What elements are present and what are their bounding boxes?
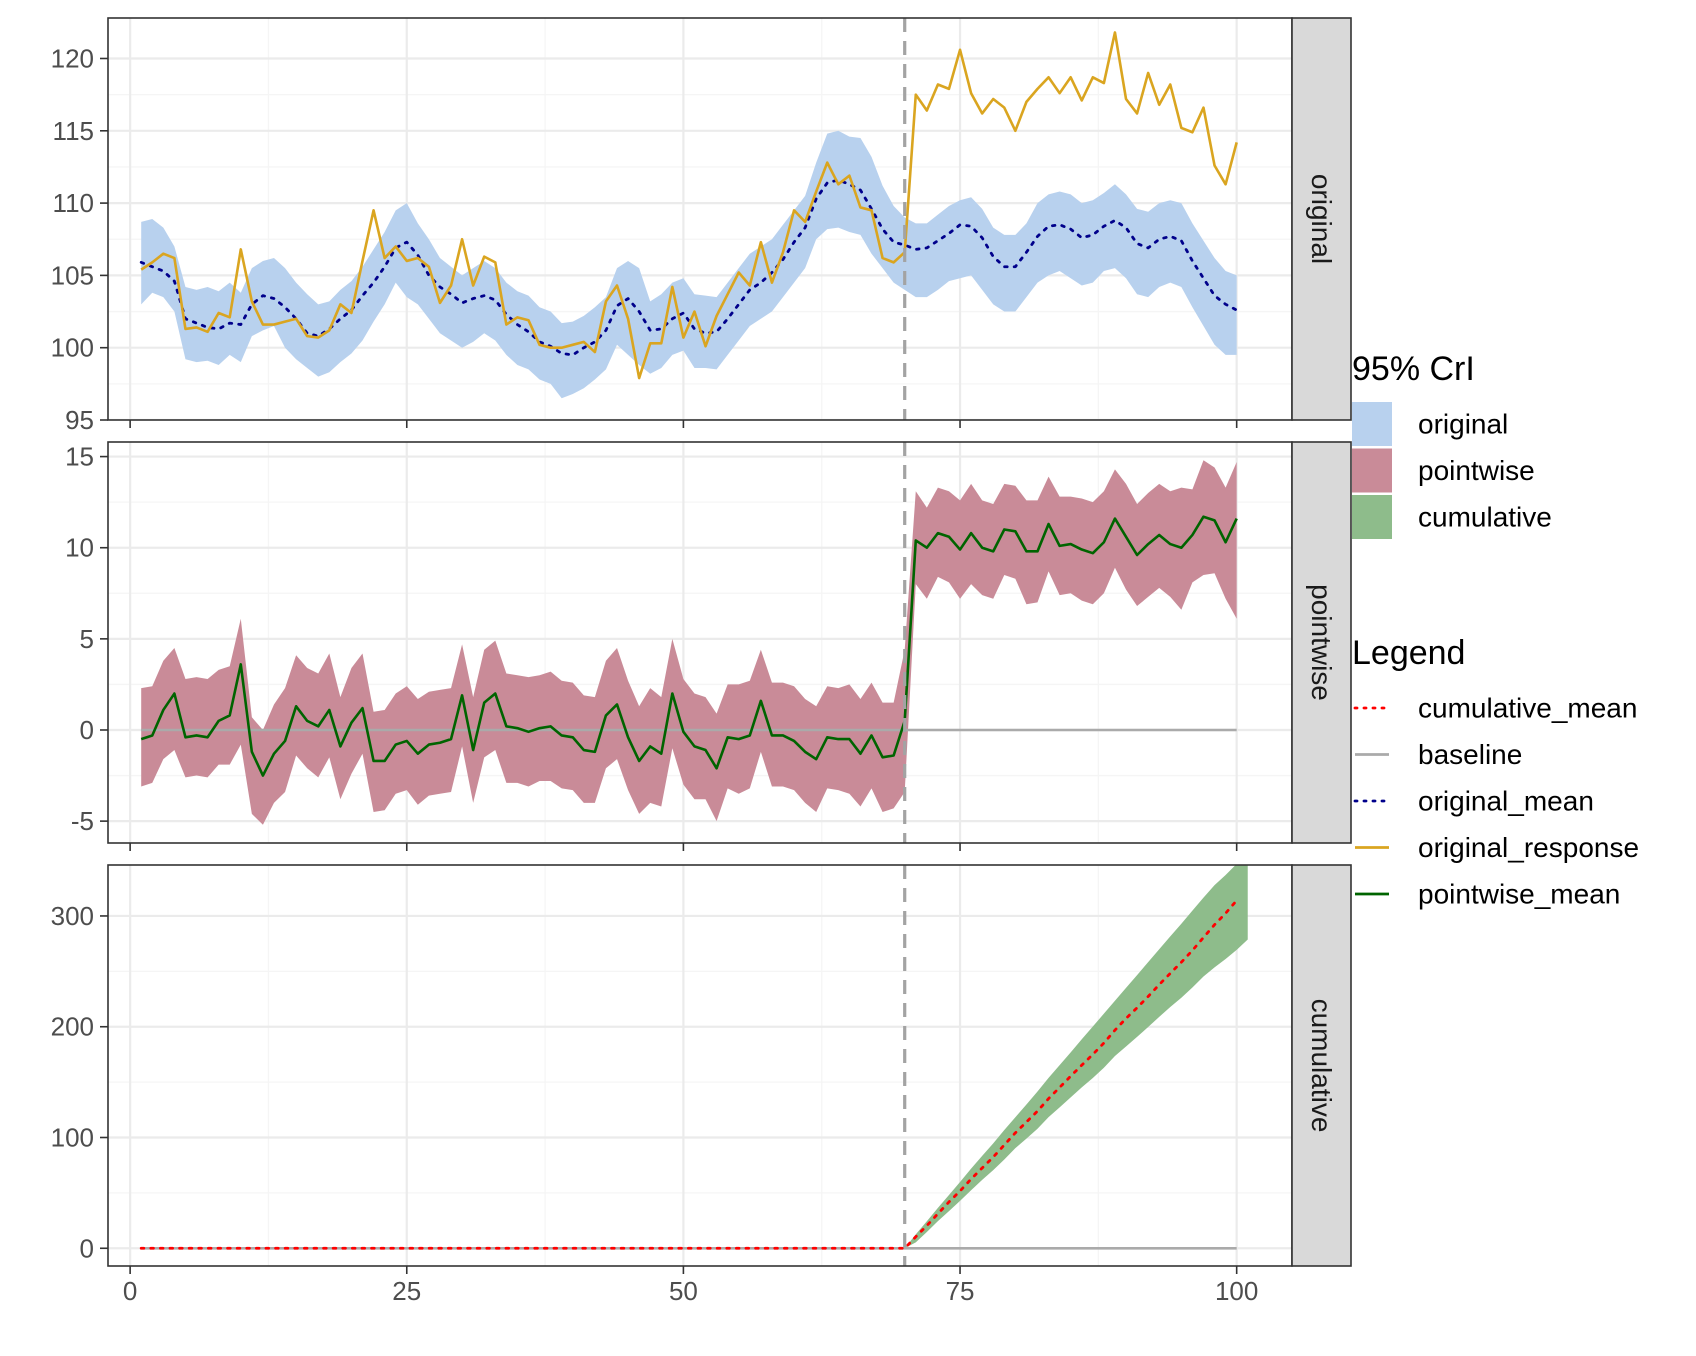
legend-title: 95% CrI — [1352, 350, 1475, 388]
legend-item-pointwise_mean: pointwise_mean — [1355, 879, 1620, 910]
panel-plot-area — [139, 31, 1239, 399]
legend-item-label: baseline — [1418, 739, 1522, 770]
x-tick-label: 25 — [392, 1276, 421, 1306]
legend-item-label: pointwise — [1418, 455, 1535, 486]
legend-item-label: original_response — [1418, 832, 1639, 863]
panel-background — [108, 865, 1292, 1266]
legend-title: Legend — [1352, 634, 1465, 672]
panel-cumulative: cumulative 0 100 200 300 — [51, 864, 1352, 1274]
series-line-original_response — [140, 31, 1238, 380]
y-tick-label: 120 — [51, 43, 94, 73]
x-tick-label: 100 — [1215, 1276, 1258, 1306]
legend-item-original: original — [1352, 402, 1508, 446]
legend-item-original_response: original_response — [1355, 832, 1639, 863]
panel-pointwise: pointwise -5 0 5 10 15 — [65, 441, 1352, 851]
y-tick-label: 0 — [80, 1233, 94, 1263]
legend-item-baseline: baseline — [1355, 739, 1522, 770]
legend-item-pointwise: pointwise — [1352, 448, 1535, 493]
legend-key-swatch — [1352, 495, 1392, 539]
credible-interval-band-pointwise — [141, 460, 1237, 825]
y-tick-label: 115 — [53, 116, 94, 146]
legend-key-swatch — [1352, 402, 1392, 446]
legend-item-label: original — [1418, 409, 1508, 440]
credible-interval-band-cumulative — [904, 865, 1248, 1249]
legend-lines: Legend cumulative_mean baseline original_me… — [1352, 634, 1639, 910]
legend-item-original_mean: original_mean — [1353, 786, 1594, 817]
y-tick-label: 5 — [80, 624, 94, 654]
y-tick-label: 200 — [51, 1012, 94, 1042]
credible-interval-band-original — [141, 130, 1237, 399]
series-line-pointwise_mean — [140, 515, 1238, 777]
facet-strip-label: original — [1306, 174, 1337, 264]
y-tick-label: 15 — [65, 442, 94, 472]
legend-item-cumulative_mean: cumulative_mean — [1353, 693, 1637, 724]
x-tick-label: 50 — [669, 1276, 698, 1306]
y-tick-label: 0 — [80, 715, 94, 745]
y-tick-label: 10 — [65, 533, 94, 563]
x-tick-label: 75 — [946, 1276, 975, 1306]
y-tick-label: 100 — [51, 1123, 94, 1153]
y-tick-label: 105 — [51, 260, 94, 290]
y-tick-label: -5 — [71, 806, 94, 836]
x-tick-label: 0 — [123, 1276, 137, 1306]
panel-original: original 95 100 105 110 115 120 — [51, 17, 1352, 435]
y-tick-label: 110 — [53, 188, 94, 218]
legend-item-label: cumulative_mean — [1418, 693, 1637, 724]
facet-strip-label: pointwise — [1306, 584, 1337, 701]
facet-strip — [1291, 441, 1352, 844]
panel-plot-area — [140, 460, 1238, 825]
facet-strip — [1291, 17, 1352, 421]
legend-credible-interval: 95% CrI original pointwise cumulative — [1352, 350, 1552, 539]
facet-strip-label: cumulative — [1306, 999, 1337, 1133]
y-tick-label: 300 — [51, 901, 94, 931]
y-tick-label: 95 — [65, 405, 94, 435]
facet-strip — [1291, 864, 1352, 1267]
y-tick-label: 100 — [51, 333, 94, 363]
legend-item-label: cumulative — [1418, 502, 1552, 533]
legend-item-label: pointwise_mean — [1418, 879, 1620, 910]
legend-item-label: original_mean — [1418, 786, 1594, 817]
legend-key-swatch — [1352, 448, 1392, 493]
legend-item-cumulative: cumulative — [1352, 495, 1552, 539]
panel-plot-area — [139, 865, 1248, 1250]
